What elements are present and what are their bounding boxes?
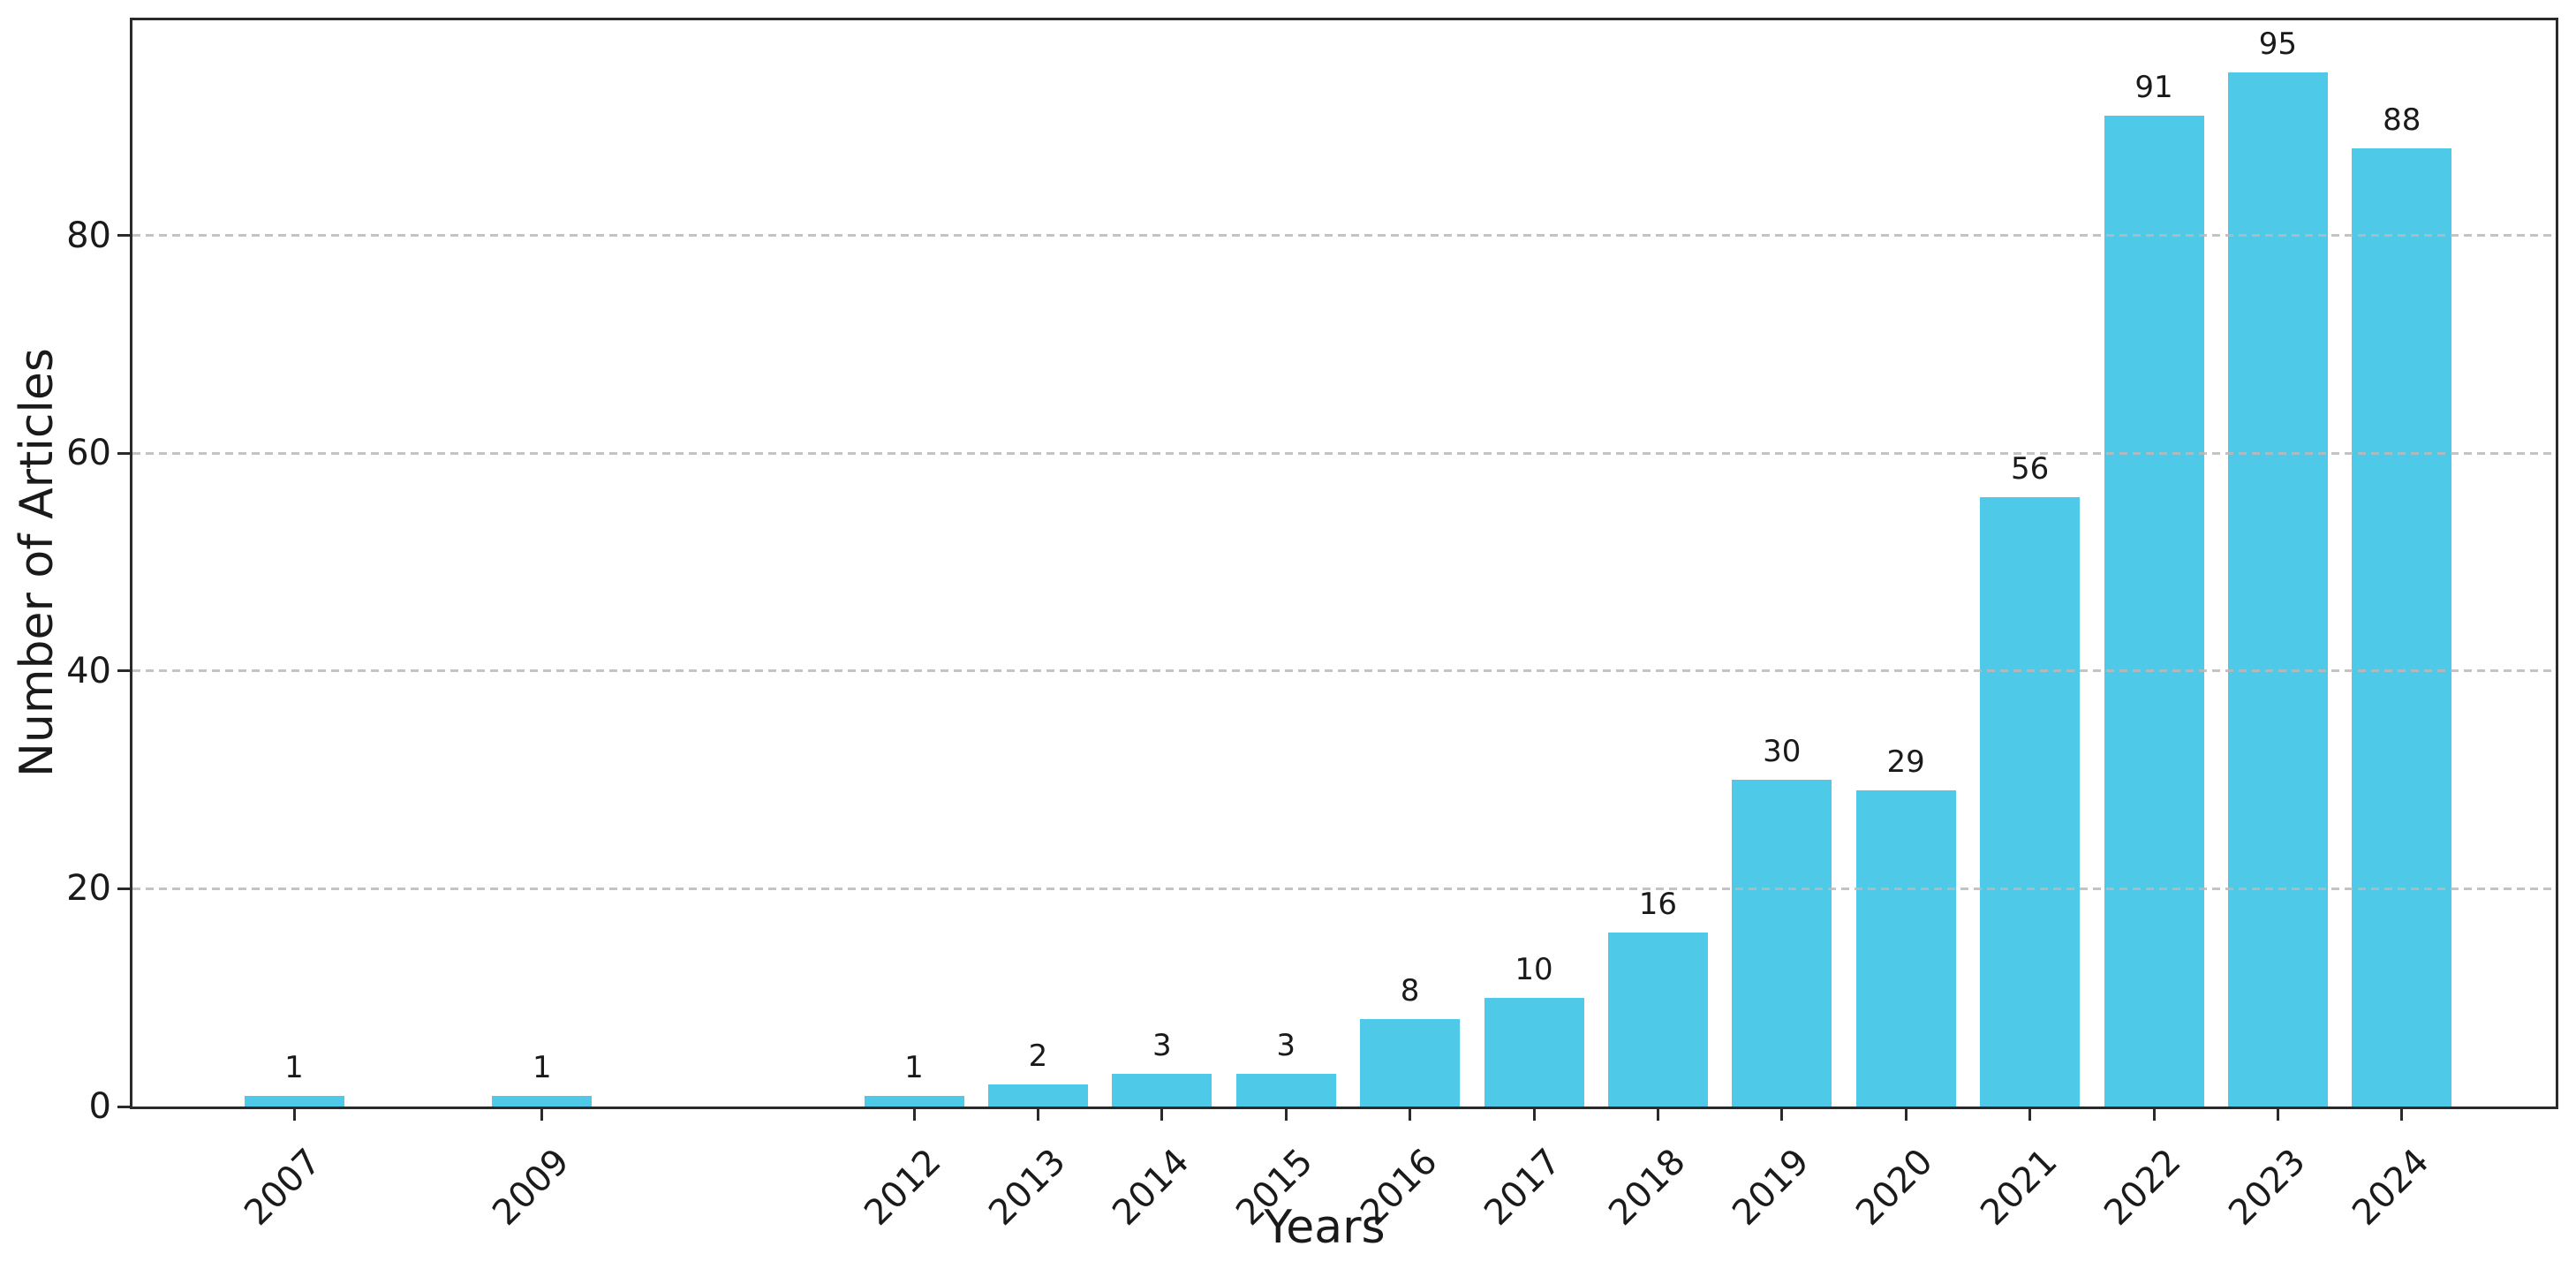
x-tick [540,1108,544,1121]
y-tick [117,234,130,238]
bar [2227,72,2328,1107]
x-tick [1409,1108,1412,1121]
bar [244,1095,344,1107]
x-tick [1656,1108,1659,1121]
bar-value-label: 8 [1400,973,1420,1009]
bar [864,1095,964,1107]
x-tick-label: 2023 [2220,1141,2314,1234]
bar [1607,932,1708,1107]
x-tick-label: 2012 [857,1141,949,1234]
x-tick [2400,1108,2404,1121]
bar-value-label: 95 [2258,26,2298,62]
x-tick-label: 2022 [2096,1141,2189,1234]
y-tick-label: 60 [66,433,111,474]
bar [1112,1074,1212,1107]
x-tick-label: 2018 [1600,1141,1694,1234]
bar [2104,115,2204,1107]
y-tick-label: 0 [88,1086,111,1127]
x-tick-label: 2016 [1352,1141,1446,1234]
bar [1235,1074,1336,1107]
y-tick-label: 20 [66,868,111,910]
bar-value-label: 3 [1152,1028,1172,1063]
x-tick [1160,1108,1164,1121]
x-tick [2028,1108,2032,1121]
bar [1980,496,2081,1107]
x-tick-label: 2014 [1105,1141,1197,1234]
bar-value-label: 1 [532,1049,552,1085]
x-tick-label: 2007 [237,1141,329,1234]
x-tick-label: 2009 [485,1141,578,1234]
y-tick [117,451,130,455]
x-tick-label: 2021 [1972,1141,2066,1234]
bar-value-label: 1 [904,1049,924,1085]
x-tick [2276,1108,2279,1121]
x-axis-label: Years [1264,1201,1386,1254]
x-tick-label: 2017 [1477,1141,1569,1234]
x-tick [1036,1108,1039,1121]
x-tick [1904,1108,1907,1121]
bar-value-label: 1 [284,1049,304,1085]
x-tick-label: 2020 [1848,1141,1942,1234]
x-tick-label: 2019 [1725,1141,1817,1234]
x-tick [2152,1108,2156,1121]
x-tick [1780,1108,1784,1121]
bar [1484,997,1584,1107]
bar [492,1095,593,1107]
gridline [132,234,2556,238]
gridline [132,887,2556,890]
bar-value-label: 29 [1886,744,1925,781]
bar-value-label: 10 [1515,951,1553,987]
y-tick [117,1105,130,1108]
y-axis-label: Number of Articles [11,348,64,777]
bar-value-label: 30 [1763,734,1802,770]
bar-value-label: 56 [2010,450,2050,487]
y-tick [117,669,130,673]
bar-value-label: 91 [2134,69,2173,105]
x-tick [1532,1108,1536,1121]
x-tick-label: 2024 [2345,1141,2437,1234]
bar-value-label: 2 [1028,1039,1048,1075]
y-tick [117,887,130,890]
x-tick [1284,1108,1288,1121]
bar [1732,780,1832,1107]
gridline [132,669,2556,673]
y-tick-label: 80 [66,215,111,256]
bar [1855,790,1956,1107]
bar-value-label: 88 [2383,102,2421,138]
bar [2352,147,2452,1107]
y-tick-label: 40 [66,650,111,691]
x-tick [292,1108,296,1121]
bar-value-label: 3 [1276,1028,1296,1063]
bar [1360,1019,1461,1107]
x-tick-label: 2013 [980,1141,1074,1234]
x-tick [912,1108,916,1121]
bar [987,1084,1088,1107]
bar-value-label: 16 [1638,886,1678,922]
gridline [132,451,2556,455]
